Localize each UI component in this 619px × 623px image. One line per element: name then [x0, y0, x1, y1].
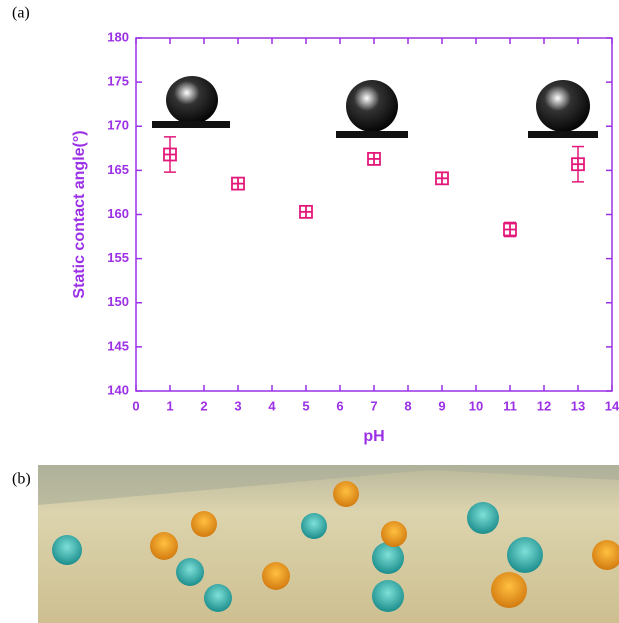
y-tick-label: 140 — [107, 382, 129, 397]
panel-label: (a) — [12, 5, 30, 22]
figure: (a) (b) 14014515015516016517017518001234… — [0, 0, 619, 623]
x-tick-label: 11 — [503, 398, 517, 413]
y-tick-label: 160 — [107, 206, 129, 221]
y-axis-label: Static contact angle(°) — [71, 130, 88, 298]
x-tick-label: 7 — [370, 398, 377, 413]
droplet-inset — [152, 76, 598, 138]
x-tick-label: 10 — [469, 398, 483, 413]
x-tick-label: 6 — [336, 398, 343, 413]
x-tick-label: 1 — [166, 398, 173, 413]
marker — [300, 206, 312, 218]
y-tick-label: 175 — [107, 74, 129, 89]
x-tick-label: 2 — [200, 398, 207, 413]
marker — [436, 172, 448, 184]
panel-label: (b) — [12, 471, 31, 488]
y-tick-label: 150 — [107, 294, 129, 309]
y-tick-label: 170 — [107, 118, 129, 133]
marker — [572, 158, 584, 170]
x-tick-label: 5 — [302, 398, 309, 413]
x-tick-label: 14 — [605, 398, 619, 413]
y-tick-label: 155 — [107, 250, 129, 265]
y-tick-label: 165 — [107, 162, 129, 177]
x-tick-label: 8 — [404, 398, 411, 413]
y-tick-label: 145 — [107, 338, 129, 353]
marker — [164, 148, 176, 160]
x-tick-label: 13 — [571, 398, 585, 413]
x-tick-label: 12 — [537, 398, 551, 413]
x-axis-label: pH — [363, 428, 384, 445]
marker — [504, 224, 516, 236]
x-tick-label: 3 — [234, 398, 241, 413]
x-tick-label: 9 — [438, 398, 445, 413]
x-tick-label: 4 — [268, 398, 276, 413]
marker — [368, 153, 380, 165]
y-tick-label: 180 — [107, 29, 129, 44]
marker — [232, 178, 244, 190]
photo — [38, 465, 619, 623]
x-tick-label: 0 — [132, 398, 139, 413]
